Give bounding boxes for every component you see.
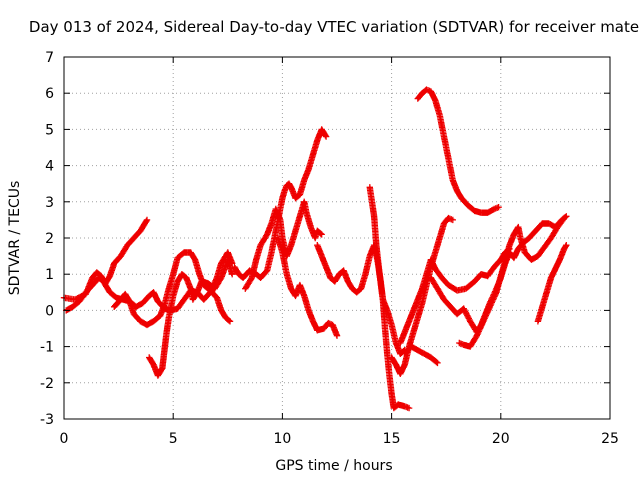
chart-title: Day 013 of 2024, Sidereal Day-to-day VTE…	[29, 18, 639, 36]
prn-trace-11	[397, 245, 513, 347]
y-tick-label: 3	[45, 195, 54, 211]
x-tick-label: 0	[60, 431, 69, 447]
x-tick-label: 10	[273, 431, 291, 447]
prn-trace-07	[274, 234, 341, 339]
x-tick-label: 15	[383, 431, 401, 447]
y-tick-label: 0	[45, 303, 54, 319]
y-tick-label: -1	[40, 340, 54, 356]
prn-trace-15	[456, 214, 568, 350]
y-tick-label: 6	[45, 86, 54, 102]
plus-markers	[314, 242, 408, 357]
axis-ticks	[63, 56, 611, 420]
y-tick-label: -2	[40, 376, 54, 392]
prn-trace-06	[242, 198, 325, 292]
prn-trace-13	[414, 86, 502, 216]
plus-markers	[366, 184, 413, 412]
plus-markers	[231, 126, 330, 281]
y-tick-label: 7	[45, 50, 54, 66]
y-tick-label: 1	[45, 267, 54, 283]
x-tick-label: 5	[169, 431, 178, 447]
plus-markers	[414, 86, 502, 216]
x-tick-label: 25	[601, 431, 619, 447]
plus-markers	[401, 343, 441, 367]
prn-trace-16	[534, 242, 570, 325]
plus-markers	[242, 198, 325, 292]
prn-trace-09	[366, 184, 413, 412]
prn-trace-08	[314, 242, 408, 357]
x-tick-labels: 0 5 10 15 20 25	[60, 431, 619, 447]
x-tick-label: 20	[492, 431, 510, 447]
y-tick-label: 2	[45, 231, 54, 247]
x-axis-label: GPS time / hours	[275, 458, 392, 474]
y-tick-labels: -3 -2 -1 0 1 2 3 4 5 6 7	[40, 50, 54, 428]
y-tick-label: 4	[45, 159, 54, 175]
plus-markers	[456, 214, 568, 350]
prn-trace-04	[146, 256, 236, 379]
plus-markers	[397, 245, 513, 347]
plus-markers	[274, 234, 341, 339]
y-tick-label: -3	[40, 412, 54, 428]
prn-trace-12	[401, 343, 441, 367]
y-axis-label: SDTVAR / TECUs	[7, 181, 23, 296]
plus-markers	[534, 242, 570, 325]
data-points	[60, 86, 570, 412]
prn-trace-05	[231, 126, 330, 281]
y-tick-label: 5	[45, 122, 54, 138]
plus-markers	[146, 256, 236, 379]
